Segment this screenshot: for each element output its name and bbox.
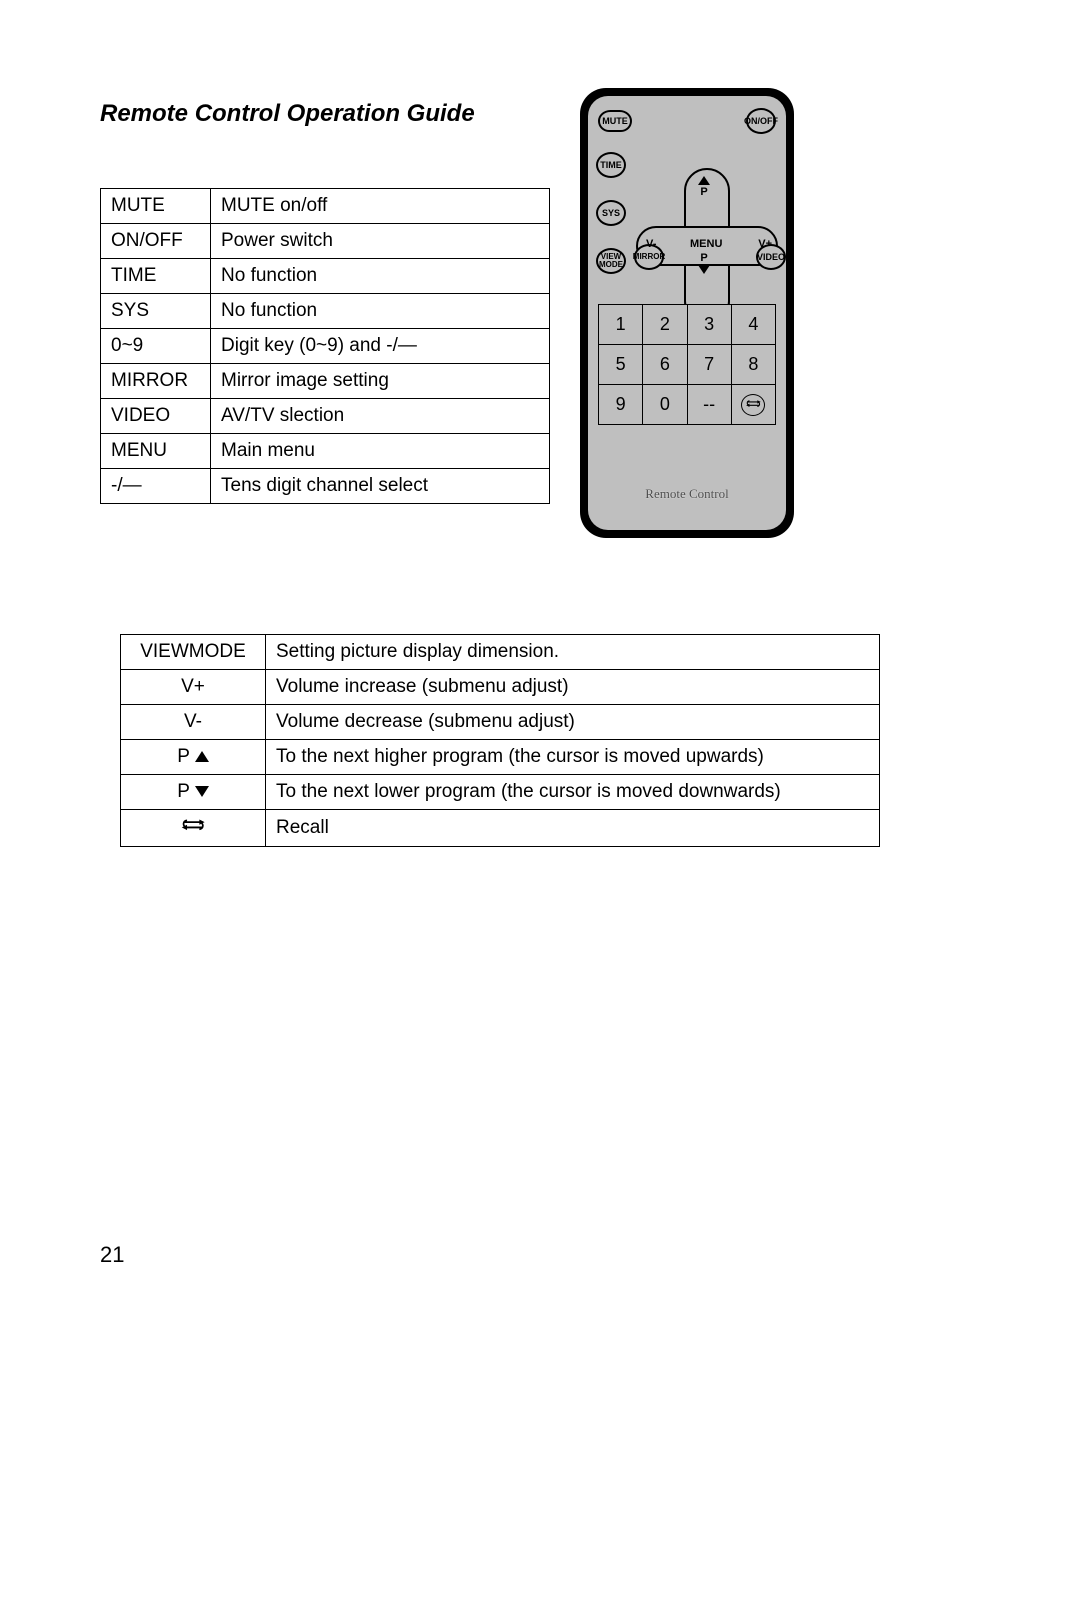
numpad-key: 5 [599,345,643,385]
page-number: 21 [100,1242,124,1268]
table-row: MIRRORMirror image setting [101,364,550,399]
up-arrow-icon [698,176,710,185]
table-row: SYSNo function [101,294,550,329]
table-row: 0~9Digit key (0~9) and -/— [101,329,550,364]
table-row: V-Volume decrease (submenu adjust) [121,705,880,740]
table-row: VIDEOAV/TV slection [101,399,550,434]
remote-vminus-label: V- [646,238,656,250]
remote-numpad: 1234 5678 90-- [598,304,776,425]
numpad-key: 9 [599,385,643,425]
remote-dpad: MIRROR VIDEO V- MENU V+ P P [636,196,778,296]
table-row: MUTEMUTE on/off [101,189,550,224]
numpad-key [731,385,775,425]
remote-p-down-label: P [698,252,710,264]
remote-menu-label: MENU [690,238,722,250]
function-table-1: MUTEMUTE on/offON/OFFPower switchTIMENo … [100,188,550,504]
numpad-key: 3 [687,305,731,345]
down-triangle-icon [195,786,209,797]
numpad-key: 6 [643,345,687,385]
remote-vplus-label: V+ [758,238,772,250]
recall-icon [180,818,206,839]
remote-p-up-label: P [698,186,710,198]
numpad-key: 1 [599,305,643,345]
function-table-2: VIEWMODESetting picture display dimensio… [120,634,880,847]
table-row: Recall [121,810,880,847]
table-row: V+Volume increase (submenu adjust) [121,670,880,705]
numpad-key: 0 [643,385,687,425]
remote-sys-button: SYS [596,200,626,226]
remote-viewmode-button: VIEWMODE [596,248,626,274]
down-arrow-icon [698,265,710,274]
table-row: P To the next lower program (the cursor … [121,775,880,810]
remote-caption: Remote Control [588,486,786,502]
numpad-key: 4 [731,305,775,345]
numpad-key: -- [687,385,731,425]
numpad-key: 8 [731,345,775,385]
numpad-key: 2 [643,305,687,345]
remote-mute-button: MUTE [598,110,632,132]
table-row: ON/OFFPower switch [101,224,550,259]
remote-onoff-button: ON/OFF [746,108,776,134]
numpad-key: 7 [687,345,731,385]
remote-time-button: TIME [596,152,626,178]
remote-control-illustration: MUTE ON/OFF TIME SYS VIEWMODE MIRROR VID… [580,88,794,538]
table-row: TIMENo function [101,259,550,294]
up-triangle-icon [195,751,209,762]
table-row: VIEWMODESetting picture display dimensio… [121,635,880,670]
table-row: MENUMain menu [101,434,550,469]
table-row: P To the next higher program (the cursor… [121,740,880,775]
table-row: -/—Tens digit channel select [101,469,550,504]
page-title: Remote Control Operation Guide [100,100,980,128]
